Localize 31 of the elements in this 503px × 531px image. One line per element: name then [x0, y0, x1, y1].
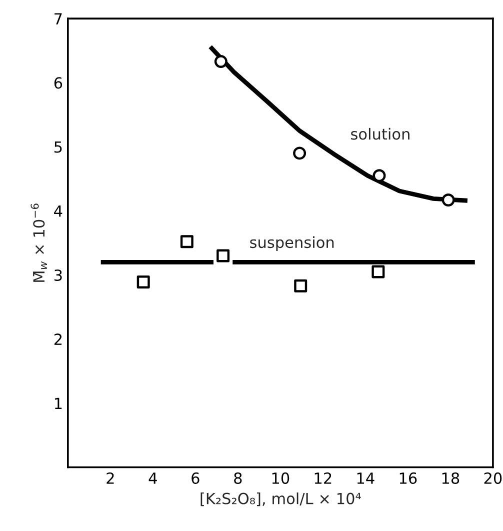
y-tick-label: 3	[54, 269, 62, 282]
point	[180, 235, 194, 248]
x-tick-label: 4	[148, 472, 157, 484]
x-tick-label: 16	[400, 472, 417, 484]
x-axis-title: [K₂S₂O₈], mol/L × 10⁴	[200, 492, 361, 506]
point	[294, 279, 308, 292]
x-tick-label: 6	[192, 472, 200, 484]
x-tick-label: 8	[234, 472, 242, 484]
x-tick-label: 12	[314, 472, 332, 484]
x-tick-label: 18	[442, 472, 460, 484]
point	[214, 55, 228, 68]
y-tick-label: 1	[55, 398, 62, 409]
y-tick-label: 7	[54, 13, 62, 24]
point	[372, 265, 385, 278]
series-label: solution	[351, 128, 410, 140]
point	[136, 276, 150, 289]
x-tick-label: 14	[357, 472, 374, 484]
series-label: suspension	[250, 236, 334, 252]
line-series	[208, 44, 470, 203]
y-tick-label: 6	[54, 77, 62, 89]
y-tick-label: 2	[54, 334, 62, 345]
y-tick-label: 5	[54, 141, 62, 153]
x-tick-label: 2	[106, 472, 114, 484]
point	[372, 169, 386, 182]
x-tick-label: 10	[272, 472, 290, 484]
y-axis-title: M̄$_{w}$ × 10$^{−6}$	[30, 204, 47, 282]
x-tick-label: 20	[484, 472, 502, 484]
point	[216, 249, 230, 262]
point	[442, 193, 455, 206]
point	[293, 146, 306, 160]
y-tick-label: 4	[54, 206, 62, 217]
